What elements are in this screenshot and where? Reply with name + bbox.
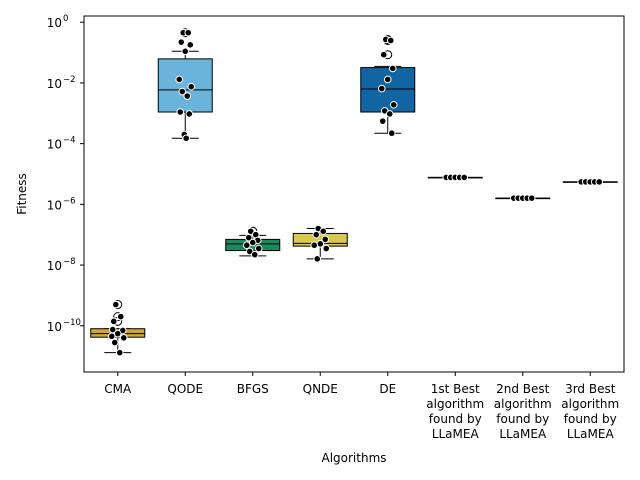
data-point (595, 178, 604, 186)
data-point (386, 36, 395, 45)
x-tick-label: 1st Best algorithm found by LLaMEA (426, 382, 484, 441)
y-tick-label: 10 (47, 16, 62, 30)
box-group (360, 34, 416, 138)
data-point (388, 64, 397, 73)
data-point (176, 108, 185, 116)
data-point (181, 47, 190, 56)
x-tick-label-line: found by (429, 412, 482, 426)
data-point (383, 75, 392, 84)
data-point (107, 332, 116, 341)
box-group (225, 226, 281, 259)
data-point (111, 300, 120, 309)
x-tick-label-line: BFGS (237, 382, 269, 396)
data-point (319, 227, 328, 236)
data-point (322, 244, 331, 253)
y-tick-exponent: −2 (63, 75, 76, 85)
data-point (527, 194, 536, 202)
box-group (562, 178, 618, 186)
plot-area (90, 28, 618, 357)
data-point (244, 233, 253, 242)
data-point (109, 317, 118, 326)
data-point (116, 312, 125, 321)
y-tick-exponent: −6 (63, 196, 76, 206)
x-tick-label: 3rd Best algorithm found by LLaMEA (561, 382, 619, 441)
y-tick-label: 10 (47, 77, 62, 91)
x-tick-label-line: found by (496, 412, 549, 426)
data-point (312, 230, 321, 239)
x-tick-label-line: QNDE (303, 382, 338, 396)
x-axis-title: Algorithms (321, 451, 386, 465)
data-point (185, 110, 194, 118)
data-point (254, 244, 263, 253)
data-point (187, 82, 196, 91)
box-group (292, 224, 348, 263)
data-point (379, 50, 388, 59)
x-tick-label-line: 2nd Best (496, 382, 550, 396)
y-tick-exponent: −10 (63, 318, 81, 328)
x-tick-label: QODE (167, 382, 203, 396)
x-tick-label-line: algorithm (561, 397, 619, 411)
x-tick-label-line: DE (379, 382, 396, 396)
x-tick-label-line: 1st Best (431, 382, 480, 396)
y-tick-label: 10 (47, 320, 62, 334)
data-point (184, 28, 193, 37)
data-point (385, 110, 394, 118)
x-tick-label: DE (379, 382, 396, 396)
data-point (250, 250, 259, 259)
x-tick-label-line: LLaMEA (432, 427, 480, 441)
box-group (90, 300, 146, 357)
y-tick-label: 10 (47, 138, 62, 152)
y-tick-exponent: −8 (63, 257, 76, 267)
data-point (310, 241, 319, 250)
box-group (495, 194, 551, 202)
data-point (182, 134, 191, 143)
x-tick-label-line: QODE (167, 382, 203, 396)
data-point (115, 348, 124, 357)
x-tick-label: CMA (104, 382, 132, 396)
y-tick-exponent: −4 (63, 136, 76, 146)
box-group (427, 173, 483, 182)
y-tick-label: 10 (47, 198, 62, 212)
data-point (378, 117, 387, 125)
data-point (321, 235, 330, 244)
data-point (387, 129, 396, 138)
data-point (178, 87, 187, 96)
data-point (242, 241, 251, 250)
data-point (377, 84, 386, 93)
x-axis-tick-labels: CMA QODE BFGS QNDE DE 1st Best algorithm found … (104, 372, 619, 441)
x-tick-label-line: LLaMEA (499, 427, 547, 441)
y-axis-title: Fitness (15, 173, 29, 215)
x-tick-label-line: 3rd Best (565, 382, 616, 396)
data-point (460, 173, 469, 182)
data-point (316, 240, 325, 248)
data-point (110, 338, 119, 347)
data-point (313, 255, 322, 263)
axes-frame (83, 15, 625, 373)
box-group (157, 28, 213, 143)
data-point (389, 101, 398, 109)
data-point (175, 75, 184, 84)
box-iqr (360, 67, 416, 113)
data-point (108, 325, 117, 334)
y-tick-label: 10 (47, 259, 62, 273)
x-tick-label-line: algorithm (426, 397, 484, 411)
x-tick-label: QNDE (303, 382, 338, 396)
data-point (186, 41, 195, 49)
box-iqr (157, 58, 213, 113)
x-tick-label-line: found by (564, 412, 617, 426)
x-tick-label-line: algorithm (494, 397, 552, 411)
y-tick-exponent: 0 (63, 14, 68, 24)
data-point (119, 334, 128, 342)
data-point (177, 38, 186, 46)
x-tick-label-line: LLaMEA (567, 427, 615, 441)
x-tick-label: 2nd Best algorithm found by LLaMEA (494, 382, 552, 441)
x-tick-label-line: CMA (104, 382, 132, 396)
data-point (183, 92, 192, 100)
x-tick-label: BFGS (237, 382, 269, 396)
